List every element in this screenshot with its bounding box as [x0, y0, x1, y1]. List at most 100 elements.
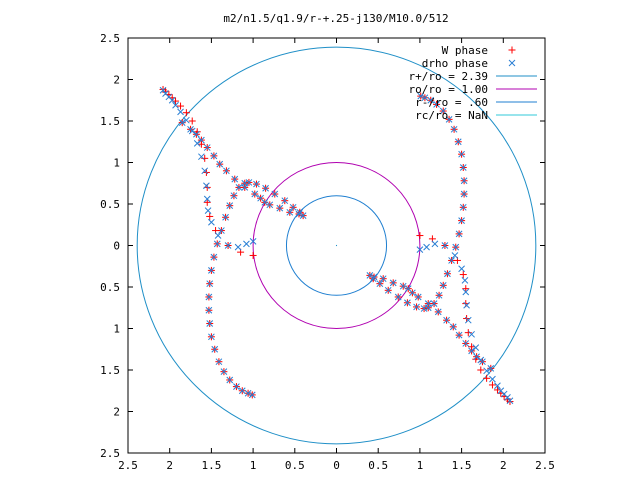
legend-marker [508, 59, 516, 67]
drho-phase-point [417, 92, 425, 100]
drho-phase-point [431, 240, 439, 248]
drho-phase-point [172, 101, 179, 109]
reference-circles [136, 46, 537, 445]
drho-phase-point [220, 368, 228, 376]
legend-label: r-/ro = .60 [415, 96, 488, 109]
drho-phase-point [253, 180, 260, 188]
legend-label: ro/ro = 1.00 [409, 83, 488, 96]
w-phase-point [488, 381, 496, 389]
drho-phase-point [399, 282, 407, 290]
drho-phase-point [203, 195, 211, 203]
drho-phase-point [445, 115, 453, 123]
center-point [335, 244, 338, 247]
drho-phase-point [218, 227, 225, 234]
w-phase-point [477, 366, 485, 374]
drho-phase-point [434, 308, 442, 316]
drho-phase-point [506, 397, 514, 405]
x-tick-label: 1.5 [201, 459, 221, 472]
legend-marker [508, 46, 516, 54]
drho-phase-point [439, 281, 447, 289]
drho-phase-point [226, 376, 234, 384]
drho-phase-point [459, 203, 467, 211]
drho-phase-point [177, 108, 184, 116]
w-phase-point [483, 374, 491, 382]
drho-phase-point [233, 383, 240, 390]
drho-phase-point [193, 130, 200, 138]
drho-phase-point [435, 291, 443, 299]
drho-phase-point [286, 208, 294, 216]
drho-phase-point [441, 242, 449, 249]
x-tick-label: 0.5 [368, 459, 388, 472]
x-tick-label: 0.5 [285, 459, 305, 472]
drho-phase-point [458, 265, 465, 273]
w-phase-point [206, 212, 214, 220]
x-tick-label: 1 [417, 459, 424, 472]
drho-phase-point [208, 267, 215, 274]
drho-phase-point [458, 150, 465, 158]
drho-phase-point [439, 107, 447, 115]
drho-phase-point [203, 144, 211, 151]
drho-phase-point [455, 230, 463, 238]
drho-phase-point [489, 375, 496, 383]
drho-phase-point [455, 331, 463, 339]
drho-phase-point [223, 167, 230, 175]
drho-phase-point [444, 270, 451, 278]
drho-phase-point [384, 286, 392, 294]
drho-phase-point [198, 136, 205, 144]
drho-phase-point [204, 207, 212, 214]
drho-phase-point [243, 240, 250, 248]
y-tick-label: 0 [113, 240, 120, 253]
legend-label: rc/ro = NaN [415, 109, 488, 122]
w-phase-point [416, 232, 424, 240]
drho-phase-point [210, 152, 218, 160]
drho-phase-point [206, 320, 214, 327]
drho-phase-point [462, 340, 470, 347]
drho-phase-point [464, 316, 472, 324]
drho-phase-point [414, 293, 422, 301]
drho-phase-point [494, 382, 501, 390]
legend-label: drho phase [422, 57, 488, 70]
y-tick-label: 2 [113, 74, 120, 87]
drho-phase-point [198, 153, 205, 161]
y-tick-label: 0.5 [100, 198, 120, 211]
drho-phase-point [443, 316, 450, 324]
drho-phase-point [452, 243, 460, 251]
drho-phase-point [216, 160, 224, 168]
drho-phase-point [479, 358, 486, 366]
drho-phase-point [462, 288, 470, 296]
legend-label: W phase [442, 44, 488, 57]
chart-title: m2/n1.5/q1.9/r-+.25-j130/M10.0/512 [223, 12, 448, 25]
drho-phase-point [461, 277, 469, 284]
data-points [159, 46, 516, 406]
drho-phase-point [244, 389, 252, 397]
drho-phase-point [193, 140, 201, 147]
drho-phase-point [205, 306, 213, 314]
drho-phase-point [235, 184, 243, 191]
drho-phase-point [289, 203, 297, 211]
x-tick-label: 2 [166, 459, 173, 472]
drho-phase-point [208, 333, 215, 341]
drho-phase-point [251, 190, 259, 198]
y-tick-label: 1 [113, 323, 120, 336]
drho-phase-point [394, 293, 402, 301]
drho-phase-point [296, 208, 304, 216]
drho-phase-point [224, 242, 232, 249]
legend-label: r+/ro = 2.39 [409, 70, 488, 83]
y-tick-label: 2.5 [100, 32, 120, 45]
drho-phase-point [404, 299, 411, 307]
drho-phase-point [460, 177, 468, 185]
drho-phase-point [450, 125, 458, 133]
drho-phase-point [214, 232, 222, 239]
drho-phase-point [210, 253, 218, 261]
w-phase-point [462, 285, 470, 293]
y-tick-label: 1.5 [100, 115, 120, 128]
drho-phase-point [183, 116, 190, 124]
drho-phase-point [460, 190, 468, 198]
y-tick-label: 2 [113, 406, 120, 419]
w-phase-point [177, 102, 185, 110]
drho-phase-point [248, 391, 256, 399]
drho-phase-point [295, 210, 303, 218]
drho-phase-point [203, 182, 210, 190]
drho-phase-point [206, 280, 214, 288]
x-tick-label: 1 [250, 459, 257, 472]
